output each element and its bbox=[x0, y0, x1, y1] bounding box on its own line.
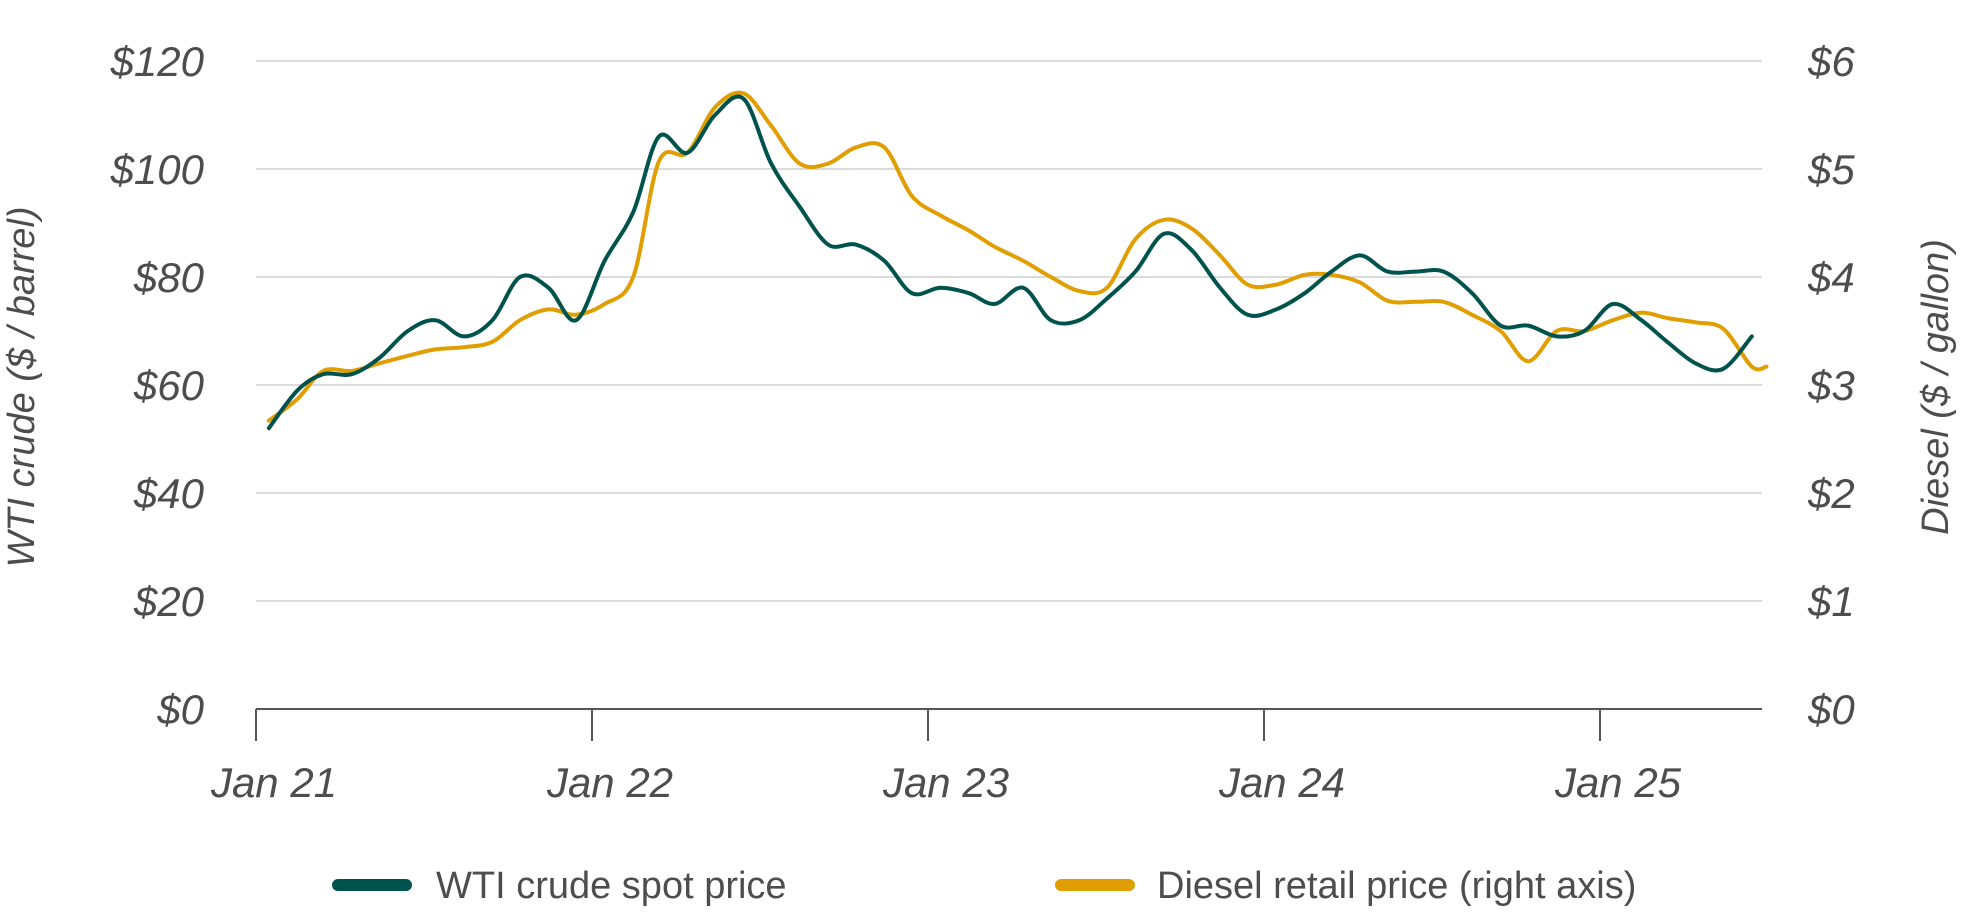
legend-label-diesel: Diesel retail price (right axis) bbox=[1157, 865, 1636, 907]
left-axis-title: WTI crude ($ / barrel) bbox=[1, 206, 43, 567]
left-y-tick-label: $0 bbox=[156, 686, 204, 733]
series-lines bbox=[266, 90, 1769, 431]
right-y-tick-label: $4 bbox=[1807, 254, 1855, 301]
left-y-tick-label: $80 bbox=[133, 254, 205, 301]
left-y-tick-label: $60 bbox=[133, 362, 205, 409]
left-y-tick-label: $100 bbox=[110, 146, 205, 193]
x-tick-label: Jan 22 bbox=[546, 759, 673, 806]
series-line-wti bbox=[266, 94, 1754, 431]
left-y-tick-label: $20 bbox=[133, 578, 205, 625]
right-axis-title: Diesel ($ / gallon) bbox=[1915, 239, 1957, 535]
x-tick-label: Jan 24 bbox=[1218, 759, 1345, 806]
right-y-tick-label: $2 bbox=[1807, 470, 1855, 517]
right-y-tick-label: $6 bbox=[1807, 38, 1855, 85]
legend: WTI crude spot price Diesel retail price… bbox=[332, 865, 1636, 907]
left-y-tick-label: $40 bbox=[133, 470, 205, 517]
gridlines bbox=[256, 60, 1762, 602]
left-y-tick-label: $120 bbox=[110, 38, 205, 85]
x-tick-labels: Jan 21 Jan 22 Jan 23 Jan 24 Jan 25 bbox=[210, 759, 1682, 806]
right-y-tick-label: $5 bbox=[1807, 146, 1855, 193]
x-tick-label: Jan 21 bbox=[210, 759, 337, 806]
x-tick-label: Jan 23 bbox=[882, 759, 1009, 806]
right-y-tick-labels: $0 $1 $2 $3 $4 $5 $6 bbox=[1807, 38, 1855, 733]
right-y-tick-label: $3 bbox=[1807, 362, 1855, 409]
right-y-tick-label: $0 bbox=[1807, 686, 1855, 733]
legend-label-wti: WTI crude spot price bbox=[436, 865, 787, 907]
series-line-diesel bbox=[266, 90, 1769, 423]
left-y-tick-labels: $0 $20 $40 $60 $80 $100 $120 bbox=[110, 38, 205, 733]
x-tick-label: Jan 25 bbox=[1554, 759, 1682, 806]
axes bbox=[255, 708, 1762, 741]
right-y-tick-label: $1 bbox=[1807, 578, 1855, 625]
